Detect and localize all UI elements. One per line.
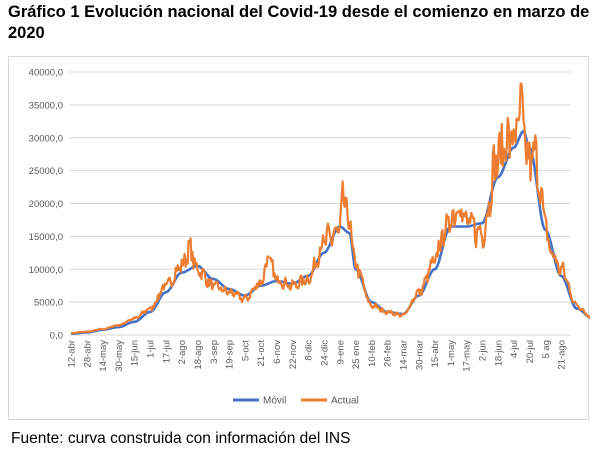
series-line-1: [70, 82, 590, 335]
x-tick-label: 3-sep: [209, 340, 220, 364]
x-tick-label: 18-jun: [493, 340, 504, 366]
x-tick-label: 4-jul: [509, 340, 520, 358]
x-tick-label: 15-jun: [130, 340, 141, 366]
x-tick-label: 1-may: [446, 340, 457, 367]
x-tick-label: 25 ene: [351, 340, 362, 369]
x-tick-label: 2-ago: [177, 340, 188, 364]
chart-title: Gráfico 1 Evolución nacional del Covid-1…: [8, 3, 590, 42]
y-tick-label: 10000,0: [29, 265, 63, 276]
x-tick-label: 24-dic: [319, 340, 330, 366]
x-tick-label: 19-sep: [225, 340, 236, 369]
legend: Móvil Actual: [233, 396, 359, 407]
x-tick-label: 21-ago: [557, 340, 568, 370]
x-tick-label: 12-abr: [67, 340, 78, 367]
x-tick-label: 30-may: [114, 340, 125, 372]
x-tick-label: 14-may: [98, 340, 109, 372]
x-tick-label: 6-nov: [272, 340, 283, 364]
x-tick-label: 22-nov: [288, 340, 299, 369]
x-tick-label: 21-oct: [256, 340, 267, 367]
y-tick-label: 5000,0: [34, 298, 63, 309]
x-tick-label: 15-abr: [430, 340, 441, 367]
line-chart: 0,0 5000,0 10000,0 15000,0 20000,0 25000,0 300…: [29, 68, 590, 407]
x-tick-label: 9-ene: [335, 340, 346, 364]
x-tick-label: 5 ag: [541, 340, 552, 359]
series: [70, 82, 590, 336]
x-tick-label: 14-mar: [399, 340, 410, 370]
x-tick-label: 8-dic: [304, 340, 315, 361]
x-tick-label: 2-jun: [478, 340, 489, 361]
y-axis: 0,0 5000,0 10000,0 15000,0 20000,0 25000,0 300…: [29, 68, 63, 342]
x-tick-label: 18-ago: [193, 340, 204, 370]
x-axis: 12-abr 28-abr 14-may 30-may 15-jun 1-jul 17-ju…: [67, 340, 568, 372]
y-tick-label: 20000,0: [29, 199, 63, 210]
y-tick-label: 25000,0: [29, 166, 63, 177]
x-tick-label: 26-feb: [383, 340, 394, 367]
x-tick-label: 17-jul: [161, 340, 172, 363]
x-tick-label: 10-feb: [367, 340, 378, 367]
source-note: Fuente: curva construida con información…: [11, 430, 351, 447]
legend-label: Móvil: [263, 396, 286, 407]
x-tick-label: 5-oct: [240, 340, 251, 361]
y-tick-label: 30000,0: [29, 133, 63, 144]
y-tick-label: 35000,0: [29, 100, 63, 111]
y-tick-label: 15000,0: [29, 232, 63, 243]
legend-label: Actual: [331, 396, 359, 407]
x-tick-label: 20-jul: [525, 340, 536, 363]
x-tick-label: 17-may: [462, 340, 473, 372]
x-tick-label: 28-abr: [82, 340, 93, 367]
chart-frame: 0,0 5000,0 10000,0 15000,0 20000,0 25000,0 300…: [8, 56, 590, 420]
y-tick-label: 0,0: [50, 331, 63, 342]
x-tick-label: 30-mar: [414, 340, 425, 370]
x-tick-label: 1-jul: [146, 340, 157, 358]
y-tick-label: 40000,0: [29, 68, 63, 79]
gridlines: [69, 71, 571, 336]
